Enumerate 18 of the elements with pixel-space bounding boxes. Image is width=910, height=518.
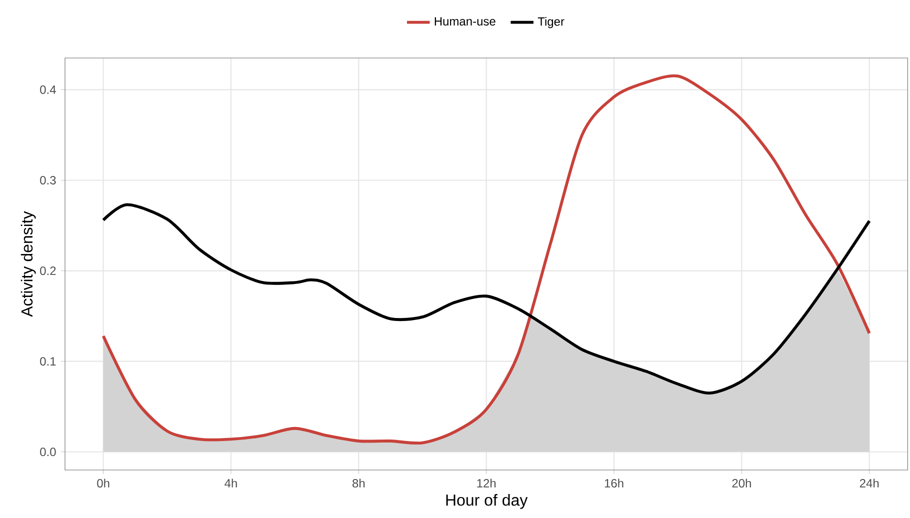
y-axis-title: Activity density: [20, 211, 36, 317]
line-series: [102, 74, 871, 444]
x-tick-label: 0h: [97, 478, 110, 488]
legend-label: Tiger: [538, 16, 564, 28]
y-tick-label: 0.1: [40, 357, 56, 366]
x-tick-label: 4h: [224, 478, 237, 488]
x-tick-label: 20h: [732, 478, 751, 488]
x-tick-label: 12h: [477, 478, 496, 488]
y-tick-label: 0.4: [40, 85, 56, 94]
x-tick-label: 16h: [604, 478, 624, 488]
y-tick-label: 0.0: [40, 448, 56, 456]
x-tick-label: 8h: [352, 478, 365, 488]
y-tick-label: 0.3: [40, 176, 56, 184]
line-series: [102, 203, 871, 394]
legend-label: Human-use: [434, 17, 496, 26]
x-axis-title: Hour of day: [446, 494, 528, 509]
y-tick-label: 0.2: [40, 266, 56, 276]
x-tick-label: 24h: [860, 478, 879, 488]
